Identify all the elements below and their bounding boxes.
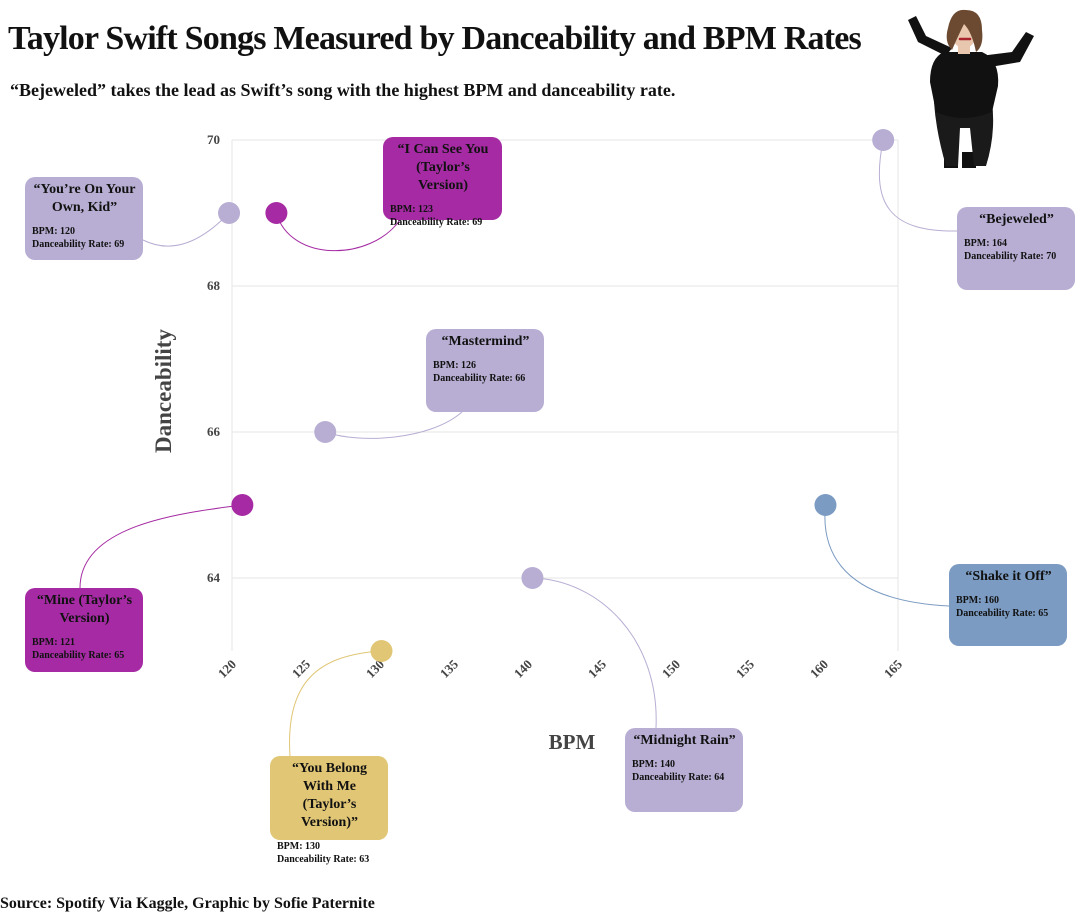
callout-bpm: BPM: 120 — [32, 226, 76, 237]
callout-danceability: Danceability Rate: 66 — [433, 373, 526, 384]
leader-line-midnight-rain — [532, 577, 657, 729]
leader-line-i-can-see-you — [275, 212, 401, 252]
y-tick-label: 68 — [207, 278, 221, 293]
x-axis-title: BPM — [549, 730, 596, 754]
chart-title: Taylor Swift Songs Measured by Danceabil… — [8, 20, 862, 57]
callout-bpm: BPM: 140 — [632, 759, 676, 770]
callout-title: “You’re On Your Own, Kid” — [33, 182, 136, 215]
callout-bpm: BPM: 164 — [964, 238, 1008, 249]
callout-spacer — [390, 195, 496, 203]
callout-bpm: BPM: 121 — [32, 637, 76, 648]
leader-line-you-belong-with-me — [289, 650, 382, 757]
data-point-i-can-see-you — [265, 202, 288, 224]
x-tick-label: 160 — [807, 657, 831, 681]
x-tick-label: 150 — [659, 657, 683, 681]
callout-title: “I Can See You (Taylor’s Version) — [397, 142, 489, 193]
y-axis-title: Danceability — [151, 329, 176, 453]
callout-spacer — [32, 628, 137, 636]
callout-bpm: BPM: 130 — [277, 841, 321, 852]
leader-line-mine — [79, 504, 243, 589]
y-tick-label: 64 — [207, 570, 221, 585]
leader-lines — [79, 139, 958, 757]
callout-danceability: Danceability Rate: 65 — [956, 608, 1049, 619]
callout-bpm: BPM: 126 — [433, 360, 477, 371]
x-tick-label: 135 — [437, 656, 462, 681]
y-tick-label: 66 — [207, 424, 221, 439]
callout-title: “You Belong With Me (Taylor’s Version)” — [291, 761, 368, 830]
callout-danceability: Danceability Rate: 69 — [390, 217, 483, 228]
data-point-midnight-rain — [521, 567, 544, 589]
callout-title: “Shake it Off” — [965, 569, 1052, 584]
x-tick-label: 145 — [585, 656, 610, 681]
singer-photo-icon — [908, 9, 1034, 168]
callout-title: “Mine (Taylor’s Version) — [36, 593, 133, 626]
callout-bpm: BPM: 123 — [390, 204, 434, 215]
x-tick-label: 140 — [511, 657, 535, 681]
leader-line-youre-on-your-own-kid — [142, 212, 230, 247]
callout-spacer — [956, 586, 1061, 594]
data-point-you-belong-with-me — [370, 640, 393, 662]
callout-shake-it-off: “Shake it Off” BPM: 160 Danceability Rate:… — [949, 564, 1067, 646]
data-point-mine — [231, 494, 254, 516]
x-tick-label: 165 — [881, 656, 906, 681]
callout-title: “Mastermind” — [441, 334, 530, 349]
leader-line-mastermind — [325, 411, 463, 439]
callout-you-belong-with-me: “You Belong With Me (Taylor’s Version)” B… — [270, 756, 388, 865]
callout-danceability: Danceability Rate: 64 — [632, 772, 725, 783]
data-point-shake-it-off — [814, 494, 837, 516]
callout-i-can-see-you: “I Can See You (Taylor’s Version) BPM: 12… — [383, 137, 502, 228]
callout-danceability: Danceability Rate: 70 — [964, 251, 1057, 262]
data-points — [218, 129, 895, 662]
callout-bejeweled: “Bejeweled” BPM: 164 Danceability Rate: 70 — [957, 207, 1075, 290]
y-tick-label: 70 — [207, 132, 220, 147]
data-point-youre-on-your-own-kid — [218, 202, 241, 224]
x-tick-label: 120 — [215, 657, 239, 681]
source-note: Source: Spotify Via Kaggle, Graphic by S… — [0, 895, 375, 912]
data-point-bejeweled — [872, 129, 895, 151]
callout-danceability: Danceability Rate: 63 — [277, 854, 370, 865]
callout-bpm: BPM: 160 — [956, 595, 1000, 606]
callout-youre-on-your-own-kid: “You’re On Your Own, Kid” BPM: 120 Danceab… — [25, 177, 143, 260]
chart-subtitle: “Bejeweled” takes the lead as Swift’s so… — [10, 80, 676, 100]
leader-line-shake-it-off — [824, 504, 950, 607]
callout-mastermind: “Mastermind” BPM: 126 Danceability Rate: 6… — [426, 329, 544, 412]
callout-danceability: Danceability Rate: 65 — [32, 650, 125, 661]
callout-title: “Bejeweled” — [979, 212, 1054, 227]
callout-mine: “Mine (Taylor’s Version) BPM: 121 Danceabi… — [25, 588, 143, 672]
callout-danceability: Danceability Rate: 69 — [32, 239, 125, 250]
callout-spacer — [964, 229, 1069, 237]
callout-spacer — [433, 351, 538, 359]
callout-midnight-rain: “Midnight Rain” BPM: 140 Danceability Rate… — [625, 728, 743, 812]
data-point-mastermind — [314, 421, 337, 443]
callout-spacer — [32, 217, 137, 225]
callout-spacer — [632, 750, 737, 758]
gridlines — [231, 139, 899, 651]
x-tick-label: 155 — [733, 656, 758, 681]
callout-spacer — [277, 832, 382, 840]
leader-line-bejeweled — [879, 139, 958, 232]
callout-title: “Midnight Rain” — [633, 733, 736, 748]
